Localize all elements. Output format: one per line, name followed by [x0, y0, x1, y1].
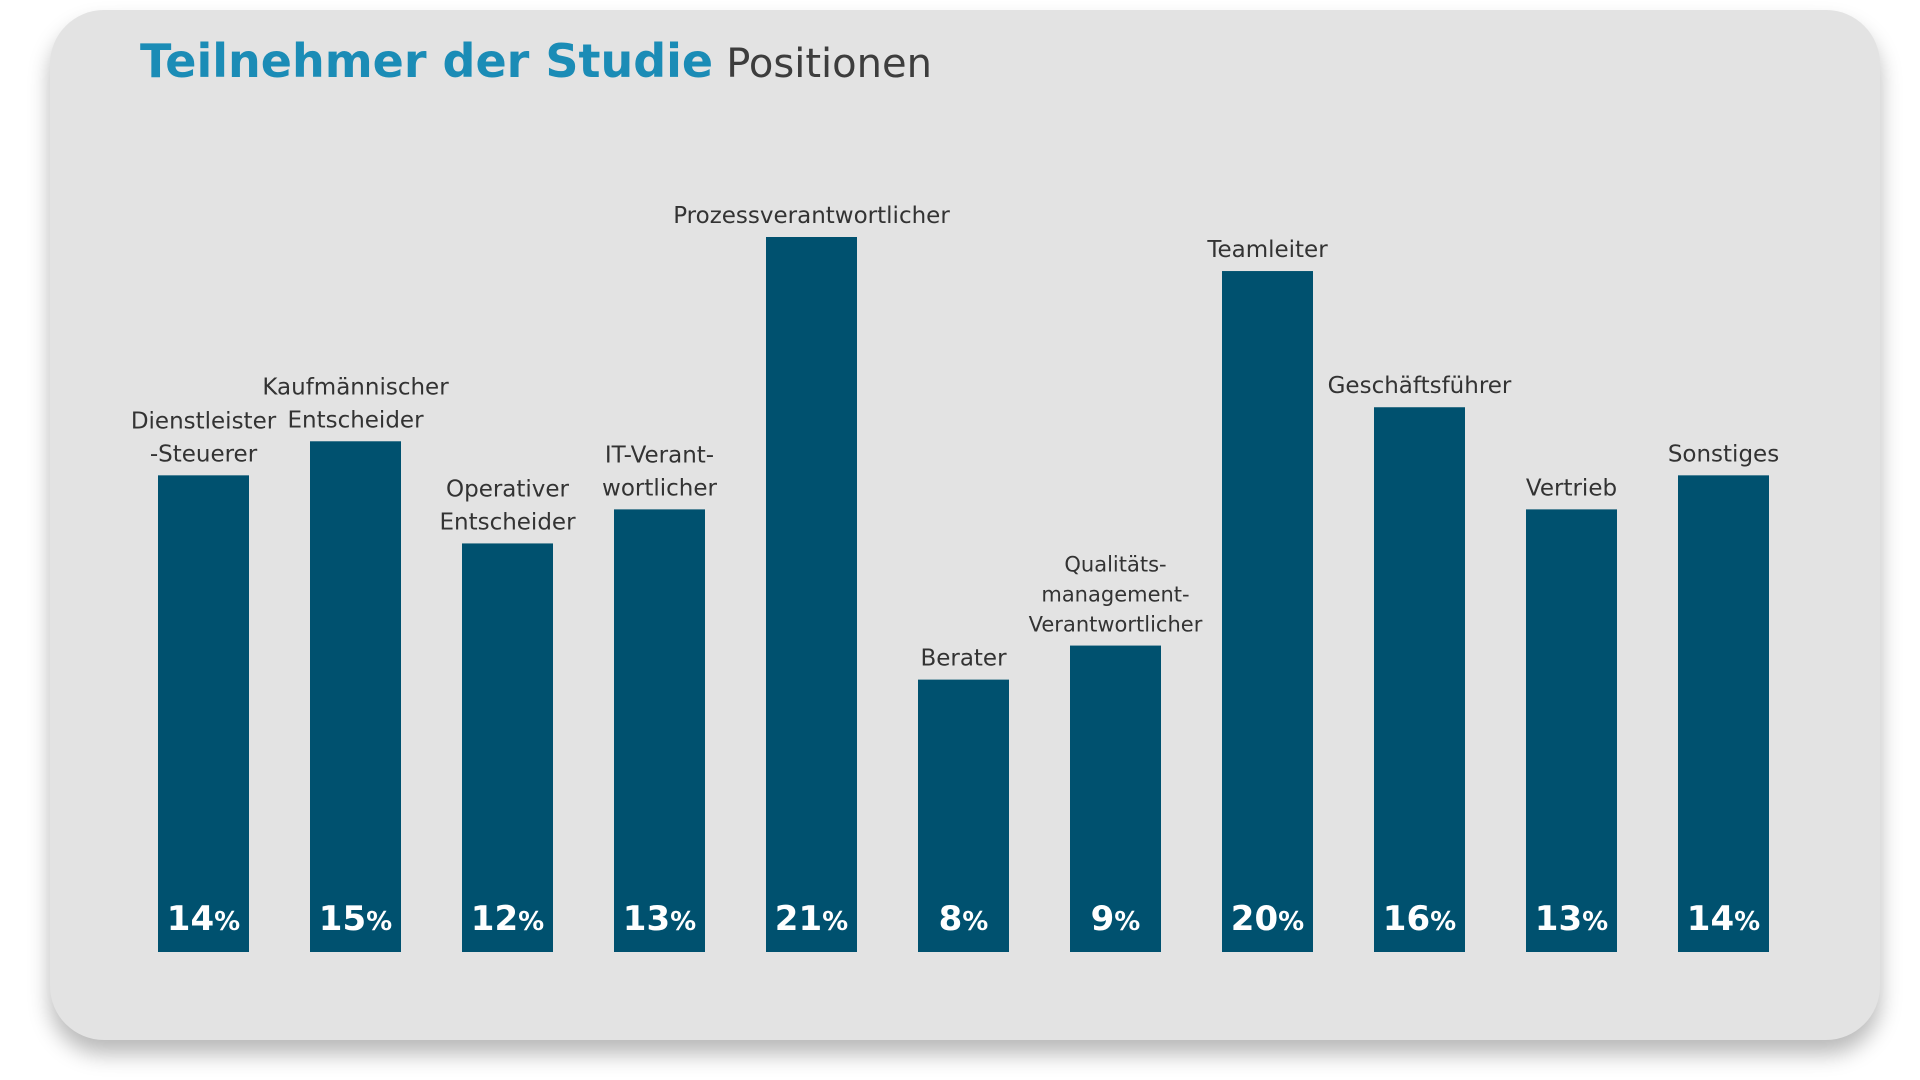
value-label-9: 16%: [1383, 899, 1456, 939]
chart-title-block: Teilnehmer der Studie Positionen: [140, 34, 932, 88]
category-label-2: Kaufmännischer Entscheider: [262, 374, 449, 433]
value-label-8: 20%: [1231, 899, 1304, 939]
category-label-6: Berater: [920, 646, 1007, 672]
category-label-1: Dienstleister -Steuerer: [131, 408, 277, 467]
value-label-1: 14%: [167, 899, 240, 939]
value-label-3: 12%: [471, 899, 544, 939]
category-label-9: Geschäftsführer: [1328, 373, 1512, 399]
page-subtitle: Positionen: [726, 41, 932, 87]
bar-5: [766, 237, 857, 952]
bar-4: [614, 509, 705, 952]
bar-8: [1222, 271, 1313, 952]
bar-9: [1374, 407, 1465, 952]
bar-1: [158, 475, 249, 952]
category-label-10: Vertrieb: [1526, 475, 1617, 501]
bar-2: [310, 441, 401, 952]
value-label-6: 8%: [939, 899, 989, 939]
bar-11: [1678, 475, 1769, 952]
category-label-5: Prozessverantwortlicher: [673, 203, 950, 229]
category-label-4: IT-Verant-wortlicher: [602, 442, 718, 501]
category-label-8: Teamleiter: [1206, 237, 1328, 263]
category-label-11: Sonstiges: [1668, 441, 1779, 467]
value-label-2: 15%: [319, 899, 392, 939]
value-label-4: 13%: [623, 899, 696, 939]
category-label-3: Operativer Entscheider: [439, 476, 576, 535]
bar-3: [462, 543, 553, 952]
page-title: Teilnehmer der Studie: [140, 34, 714, 88]
value-label-7: 9%: [1091, 899, 1141, 939]
bar-7: [1070, 645, 1161, 952]
bar-10: [1526, 509, 1617, 952]
bar-6: [918, 679, 1009, 952]
value-label-5: 21%: [775, 899, 848, 939]
value-label-11: 14%: [1687, 899, 1760, 939]
category-label-7: Qualitäts-management-Verantwortlicher: [1029, 553, 1203, 637]
value-label-10: 13%: [1535, 899, 1608, 939]
